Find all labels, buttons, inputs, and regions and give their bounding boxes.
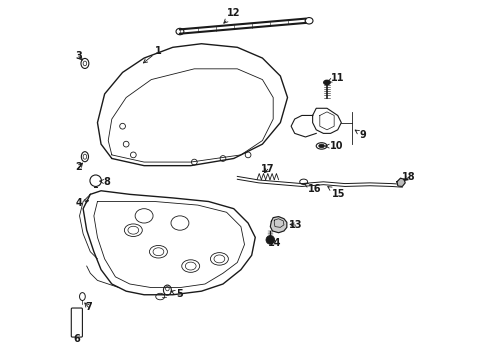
Text: 14: 14: [267, 238, 281, 248]
Circle shape: [265, 235, 274, 244]
Ellipse shape: [323, 80, 329, 85]
Text: 3: 3: [75, 51, 82, 61]
Text: 6: 6: [73, 333, 80, 343]
Text: 1: 1: [143, 46, 162, 63]
Text: 13: 13: [288, 220, 302, 230]
Text: 7: 7: [84, 302, 92, 312]
Text: 2: 2: [75, 162, 82, 172]
Text: 16: 16: [304, 184, 321, 194]
Polygon shape: [396, 178, 405, 186]
Text: 4: 4: [75, 198, 88, 208]
Polygon shape: [270, 217, 286, 233]
Text: 17: 17: [261, 164, 274, 174]
Text: 9: 9: [354, 130, 366, 140]
Ellipse shape: [318, 144, 324, 148]
Text: 10: 10: [325, 141, 343, 151]
Text: 8: 8: [100, 177, 110, 187]
Text: 15: 15: [327, 186, 345, 199]
Text: 5: 5: [171, 289, 182, 299]
Text: 11: 11: [327, 73, 344, 83]
Text: 12: 12: [224, 8, 240, 23]
Text: 18: 18: [401, 172, 415, 182]
